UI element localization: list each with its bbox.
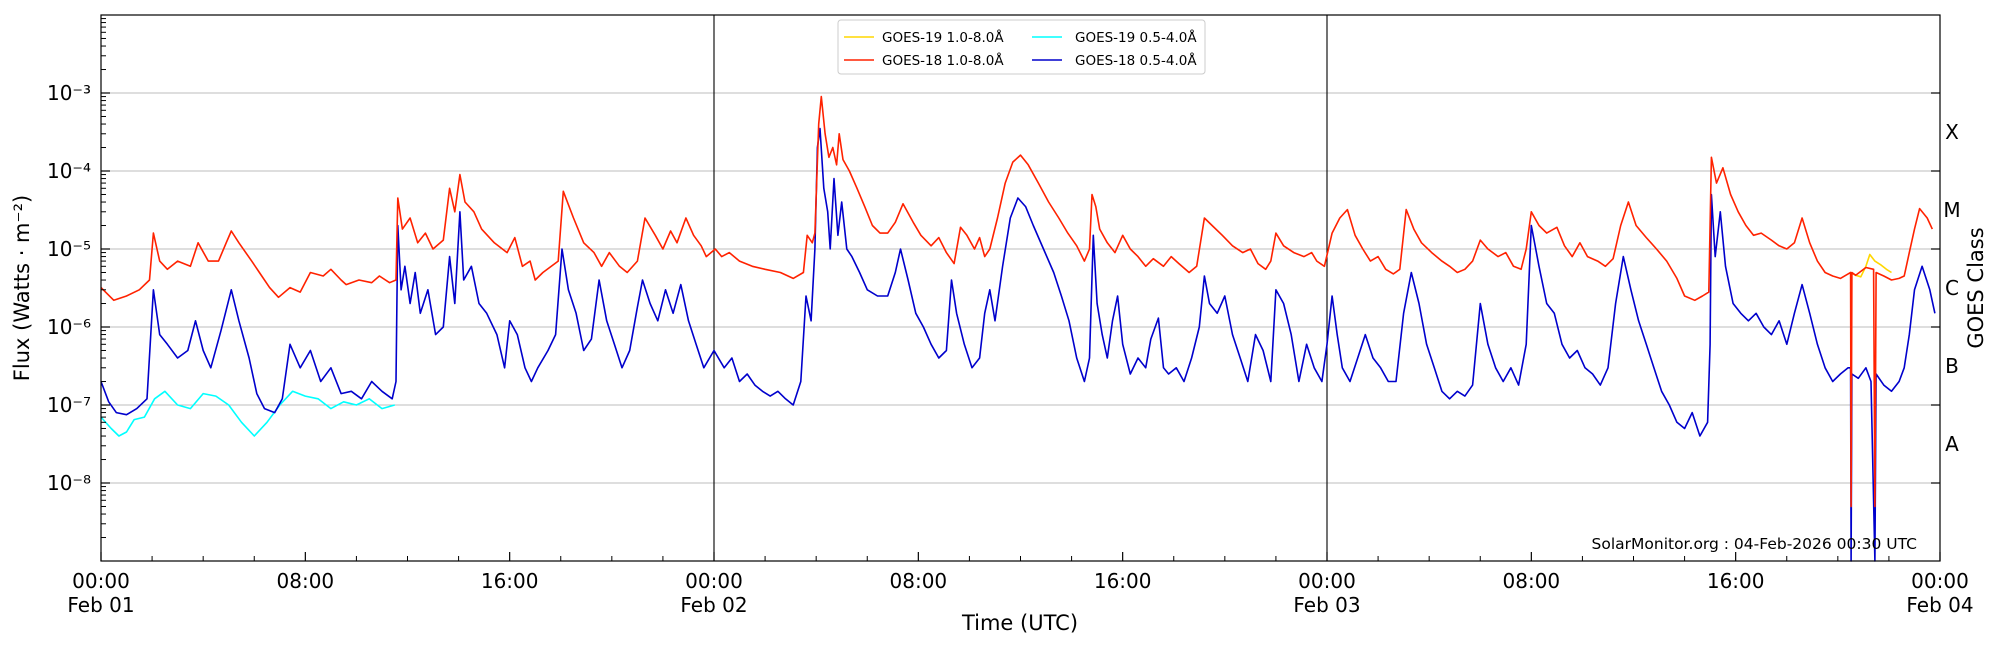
x-axis-title: Time (UTC)	[961, 611, 1078, 635]
x-tick-label: 00:00	[1298, 569, 1356, 593]
x-tick-label: 00:00	[685, 569, 743, 593]
x-tick-label: 08:00	[277, 569, 335, 593]
watermark-text: SolarMonitor.org : 04-Feb-2026 00:30 UTC	[1592, 535, 1917, 553]
x-tick-date-label: Feb 01	[67, 593, 134, 617]
legend: GOES-19 1.0-8.0Å GOES-18 1.0-8.0Å GOES-1…	[837, 19, 1206, 75]
goes-class-label: B	[1945, 354, 1959, 378]
x-tick-label: 08:00	[890, 569, 948, 593]
y-tick-label: 10⁻⁵	[47, 237, 91, 261]
x-tick-date-label: Feb 03	[1293, 593, 1360, 617]
y-tick-label: 10⁻⁸	[47, 471, 91, 495]
legend-label-goes19-long: GOES-19 1.0-8.0Å	[882, 29, 1004, 46]
series-line	[100, 390, 395, 437]
y-tick-label: 10⁻⁶	[47, 315, 91, 339]
goes-class-labels: A B C M X	[1943, 120, 1960, 456]
series-line	[1850, 253, 1892, 278]
x-tick-label: 00:00	[1911, 569, 1969, 593]
y-tick-label: 10⁻³	[47, 81, 91, 105]
series-line	[100, 127, 1936, 562]
y-axis-title: Flux (Watts · m⁻²)	[10, 195, 34, 381]
x-tick-label: 08:00	[1503, 569, 1561, 593]
goes-class-label: X	[1945, 120, 1959, 144]
flux-series	[100, 95, 1936, 562]
legend-box	[837, 19, 1206, 75]
goes-class-label: C	[1945, 276, 1959, 300]
y-axis-right-title: GOES Class	[1964, 227, 1988, 348]
horizontal-gridlines	[101, 92, 1940, 484]
x-tick-label: 16:00	[1094, 569, 1152, 593]
legend-label-goes18-short: GOES-18 0.5-4.0Å	[1075, 52, 1197, 69]
x-tick-date-label: Feb 02	[680, 593, 747, 617]
legend-label-goes18-long: GOES-18 1.0-8.0Å	[882, 52, 1004, 69]
x-tick-label: 00:00	[72, 569, 130, 593]
series-line	[100, 95, 1934, 508]
x-tick-label: 16:00	[1707, 569, 1765, 593]
x-tick-date-label: Feb 04	[1906, 593, 1973, 617]
axis-ticks	[100, 18, 1941, 561]
legend-label-goes19-short: GOES-19 0.5-4.0Å	[1075, 29, 1197, 46]
day-boundary-lines	[713, 15, 1328, 561]
y-tick-label: 10⁻⁴	[47, 159, 91, 183]
goes-class-label: A	[1945, 432, 1959, 456]
x-tick-label: 16:00	[481, 569, 539, 593]
y-tick-label: 10⁻⁷	[47, 393, 91, 417]
goes-class-label: M	[1943, 198, 1960, 222]
